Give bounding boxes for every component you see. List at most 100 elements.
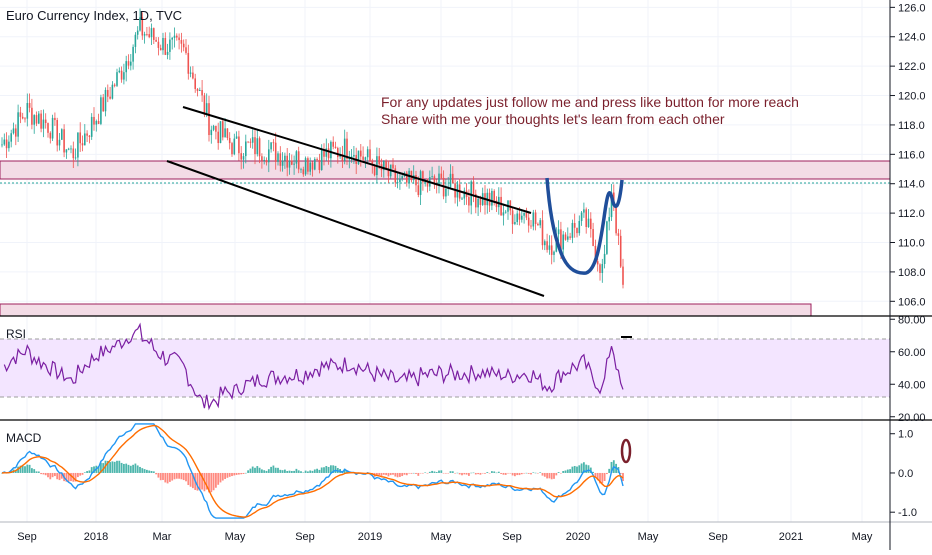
macd-highlight-ellipse[interactable] <box>620 438 632 464</box>
macd-histogram-bar <box>240 472 243 475</box>
macd-histogram-bar <box>136 465 139 473</box>
rsi-pane[interactable]: RSI <box>0 322 890 411</box>
macd-histogram-bar <box>304 470 307 473</box>
price-pane[interactable]: Euro Currency Index, 1D, TVC For any upd… <box>0 8 891 317</box>
macd-histogram-bar <box>33 469 36 473</box>
macd-histogram-bar <box>592 471 594 473</box>
candle-body <box>116 72 118 86</box>
candle-body <box>544 241 546 246</box>
macd-histogram-bar <box>401 472 404 477</box>
candle-body <box>61 129 63 140</box>
macd-histogram-bar <box>431 470 433 473</box>
rsi-band <box>0 339 890 397</box>
macd-histogram-bar <box>569 469 571 473</box>
candle-body <box>35 115 38 124</box>
macd-histogram-bar <box>180 472 183 480</box>
macd-histogram-bar <box>150 470 153 473</box>
candle-body <box>146 34 148 35</box>
resistance-zone[interactable] <box>0 160 891 180</box>
candle-body <box>19 112 22 117</box>
candle-body <box>541 220 544 246</box>
macd-histogram-bar <box>109 462 111 473</box>
candle-body <box>5 139 8 149</box>
macd-histogram-bar <box>93 466 95 473</box>
macd-histogram-bar <box>332 465 335 473</box>
macd-histogram-bar <box>596 472 599 481</box>
macd-histogram-bar <box>111 461 114 473</box>
macd-histogram-bar <box>484 472 486 474</box>
candle-body <box>132 46 134 62</box>
macd-histogram-bar <box>60 472 63 479</box>
candle-body <box>302 169 305 175</box>
channel-upper-line[interactable] <box>182 106 532 214</box>
candle-body <box>534 212 537 224</box>
macd-histogram-bar <box>376 472 378 476</box>
macd-histogram-bar <box>562 471 565 473</box>
candle-body <box>327 148 330 159</box>
macd-histogram-bar <box>594 472 597 477</box>
cup-drawing[interactable] <box>545 177 624 275</box>
time-scale[interactable]: Sep 2018 Mar May Sep 2019 May Sep 2020 May Sep 2021… <box>17 531 873 543</box>
macd-histogram-bar <box>518 472 521 476</box>
candle-body <box>304 158 307 175</box>
macd-histogram-bar <box>346 470 348 473</box>
macd-histogram-bar <box>254 467 256 473</box>
macd-pane[interactable]: MACD <box>1 423 632 519</box>
candle-body <box>143 34 146 36</box>
macd-histogram-bar <box>488 472 491 474</box>
candle-body <box>157 41 160 48</box>
macd-histogram-bar <box>196 472 199 491</box>
macd-histogram-bar <box>382 472 385 475</box>
candle-body <box>196 88 199 92</box>
macd-histogram-bar <box>403 472 406 475</box>
macd-histogram-bar <box>601 472 604 484</box>
annotation-line-2[interactable]: Share with me your thoughts let's learn … <box>381 111 725 127</box>
candle-body <box>159 47 162 51</box>
candle-body <box>70 148 72 150</box>
macd-label[interactable]: MACD <box>6 431 42 445</box>
candle-body <box>192 72 194 79</box>
macd-histogram-bar <box>215 472 217 488</box>
candle-body <box>235 136 238 139</box>
macd-histogram-bar <box>37 471 40 473</box>
candle-body <box>185 47 187 53</box>
macd-line <box>1 423 624 519</box>
macd-histogram-bar <box>583 462 585 473</box>
candle-body <box>42 119 45 129</box>
macd-histogram-bar <box>42 472 45 475</box>
candle-body <box>587 218 590 228</box>
candlestick-series <box>1 8 624 289</box>
candle-body <box>461 198 463 200</box>
candle-body <box>111 84 114 99</box>
macd-histogram-bar <box>67 472 70 482</box>
macd-histogram-bar <box>389 472 392 476</box>
candle-body <box>215 125 217 132</box>
macd-histogram-bar <box>307 471 309 473</box>
macd-histogram-bar <box>300 471 302 473</box>
candle-body <box>394 168 397 183</box>
annotation-line-1[interactable]: For any updates just follow me and press… <box>381 94 799 110</box>
macd-histogram-bar <box>343 468 346 473</box>
price-scale[interactable]: 126.0 124.0 122.0 120.0 118.0 116.0 114.0 112.0… <box>890 2 926 519</box>
candle-body <box>21 116 24 119</box>
rsi-label[interactable]: RSI <box>6 327 26 341</box>
macd-histogram-bar <box>520 472 523 475</box>
candle-body <box>286 155 288 168</box>
candle-body <box>353 155 355 157</box>
candle-body <box>550 245 553 255</box>
symbol-title[interactable]: Euro Currency Index, 1D, TVC <box>6 8 182 23</box>
candle-body <box>120 70 123 80</box>
macd-histogram-bar <box>491 471 493 473</box>
candle-body <box>251 137 254 143</box>
candle-body <box>247 141 249 143</box>
support-zone[interactable] <box>0 303 812 317</box>
candle-body <box>527 217 530 226</box>
candle-body <box>553 251 555 255</box>
time-tick-label: 2019 <box>358 531 382 543</box>
candle-body <box>509 200 512 211</box>
channel-lower-line[interactable] <box>166 160 545 297</box>
macd-histogram-bar <box>399 472 401 477</box>
macd-histogram-bar <box>571 466 574 473</box>
